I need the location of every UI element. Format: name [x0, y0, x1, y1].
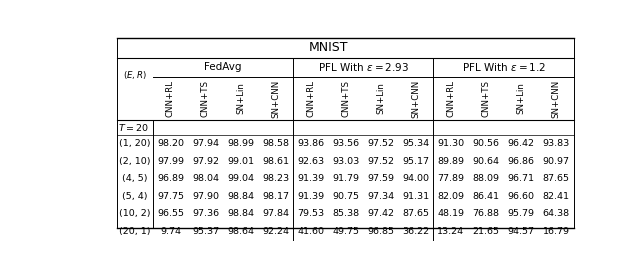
Text: SN+CNN: SN+CNN [552, 79, 561, 118]
Text: 98.20: 98.20 [157, 140, 184, 149]
Text: (10, 2): (10, 2) [119, 209, 151, 219]
Text: 97.99: 97.99 [157, 157, 184, 166]
Text: 79.53: 79.53 [297, 209, 324, 219]
Text: 97.92: 97.92 [192, 157, 219, 166]
Text: 82.09: 82.09 [437, 192, 465, 201]
Text: 76.88: 76.88 [472, 209, 499, 219]
Text: 77.89: 77.89 [437, 174, 465, 183]
Text: CNN+RL: CNN+RL [446, 80, 455, 117]
Text: 91.39: 91.39 [297, 174, 324, 183]
Text: 90.64: 90.64 [472, 157, 499, 166]
Text: 97.90: 97.90 [192, 192, 219, 201]
Text: PFL With $\epsilon = 1.2$: PFL With $\epsilon = 1.2$ [461, 61, 545, 73]
Text: CNN+RL: CNN+RL [306, 80, 315, 117]
Text: 96.60: 96.60 [508, 192, 534, 201]
Text: (5, 4): (5, 4) [122, 192, 148, 201]
Text: FedAvg: FedAvg [204, 62, 242, 72]
Text: 21.65: 21.65 [472, 227, 499, 236]
Text: (20, 1): (20, 1) [119, 227, 151, 236]
Text: 96.85: 96.85 [367, 227, 394, 236]
Text: PFL With $\epsilon = 2.93$: PFL With $\epsilon = 2.93$ [317, 61, 409, 73]
Text: SN+Lin: SN+Lin [516, 83, 525, 115]
Text: 90.97: 90.97 [543, 157, 570, 166]
Text: 97.52: 97.52 [367, 140, 394, 149]
Text: 90.75: 90.75 [332, 192, 359, 201]
Text: 89.89: 89.89 [437, 157, 465, 166]
Text: 97.34: 97.34 [367, 192, 394, 201]
Text: 99.04: 99.04 [227, 174, 254, 183]
Text: 95.17: 95.17 [403, 157, 429, 166]
Text: MNIST: MNIST [308, 41, 348, 54]
Text: 91.31: 91.31 [402, 192, 429, 201]
Text: 98.04: 98.04 [192, 174, 219, 183]
Text: CNN+TS: CNN+TS [201, 80, 210, 117]
Text: 98.17: 98.17 [262, 192, 289, 201]
Text: 97.59: 97.59 [367, 174, 394, 183]
Text: 93.83: 93.83 [542, 140, 570, 149]
Text: 96.42: 96.42 [508, 140, 534, 149]
Text: 98.84: 98.84 [227, 192, 254, 201]
Text: 48.19: 48.19 [437, 209, 465, 219]
Text: 91.79: 91.79 [332, 174, 359, 183]
Text: 98.84: 98.84 [227, 209, 254, 219]
Text: 96.71: 96.71 [508, 174, 534, 183]
Text: $T = 20$: $T = 20$ [118, 122, 149, 133]
Text: 88.09: 88.09 [472, 174, 499, 183]
Text: 91.39: 91.39 [297, 192, 324, 201]
Text: CNN+RL: CNN+RL [166, 80, 175, 117]
Text: 93.03: 93.03 [332, 157, 359, 166]
Text: 36.22: 36.22 [402, 227, 429, 236]
Text: 94.00: 94.00 [403, 174, 429, 183]
Text: 95.34: 95.34 [402, 140, 429, 149]
Text: 97.75: 97.75 [157, 192, 184, 201]
Text: 9.74: 9.74 [160, 227, 181, 236]
Text: CNN+TS: CNN+TS [341, 80, 350, 117]
Text: 90.56: 90.56 [472, 140, 499, 149]
Text: 91.30: 91.30 [437, 140, 465, 149]
Text: 98.64: 98.64 [227, 227, 254, 236]
Text: 97.42: 97.42 [367, 209, 394, 219]
Text: 96.86: 96.86 [508, 157, 534, 166]
Text: $(E, R)$: $(E, R)$ [123, 69, 147, 81]
Text: SN+CNN: SN+CNN [412, 79, 420, 118]
Text: 64.38: 64.38 [543, 209, 570, 219]
Text: 98.99: 98.99 [227, 140, 254, 149]
Text: 98.23: 98.23 [262, 174, 289, 183]
Text: 97.36: 97.36 [192, 209, 219, 219]
Text: 97.94: 97.94 [192, 140, 219, 149]
Text: 13.24: 13.24 [437, 227, 465, 236]
Text: (2, 10): (2, 10) [119, 157, 151, 166]
Text: 98.58: 98.58 [262, 140, 289, 149]
Text: SN+CNN: SN+CNN [271, 79, 280, 118]
Text: 99.01: 99.01 [227, 157, 254, 166]
Text: 97.52: 97.52 [367, 157, 394, 166]
Text: 94.57: 94.57 [508, 227, 534, 236]
Text: SN+Lin: SN+Lin [376, 83, 385, 115]
Text: 49.75: 49.75 [332, 227, 359, 236]
Text: 87.65: 87.65 [403, 209, 429, 219]
Text: 96.55: 96.55 [157, 209, 184, 219]
Text: 85.38: 85.38 [332, 209, 359, 219]
Text: (1, 20): (1, 20) [119, 140, 151, 149]
Text: 92.63: 92.63 [297, 157, 324, 166]
Text: 95.79: 95.79 [508, 209, 534, 219]
Text: 16.79: 16.79 [543, 227, 570, 236]
Text: 41.60: 41.60 [297, 227, 324, 236]
Text: 82.41: 82.41 [543, 192, 570, 201]
Text: 93.86: 93.86 [297, 140, 324, 149]
Text: (4, 5): (4, 5) [122, 174, 148, 183]
Text: CNN+TS: CNN+TS [481, 80, 490, 117]
Text: 87.65: 87.65 [543, 174, 570, 183]
Text: 92.24: 92.24 [262, 227, 289, 236]
Text: 95.37: 95.37 [192, 227, 219, 236]
Text: 93.56: 93.56 [332, 140, 359, 149]
Text: 98.61: 98.61 [262, 157, 289, 166]
Text: 86.41: 86.41 [472, 192, 499, 201]
Text: SN+Lin: SN+Lin [236, 83, 245, 115]
Text: 96.89: 96.89 [157, 174, 184, 183]
Text: 97.84: 97.84 [262, 209, 289, 219]
